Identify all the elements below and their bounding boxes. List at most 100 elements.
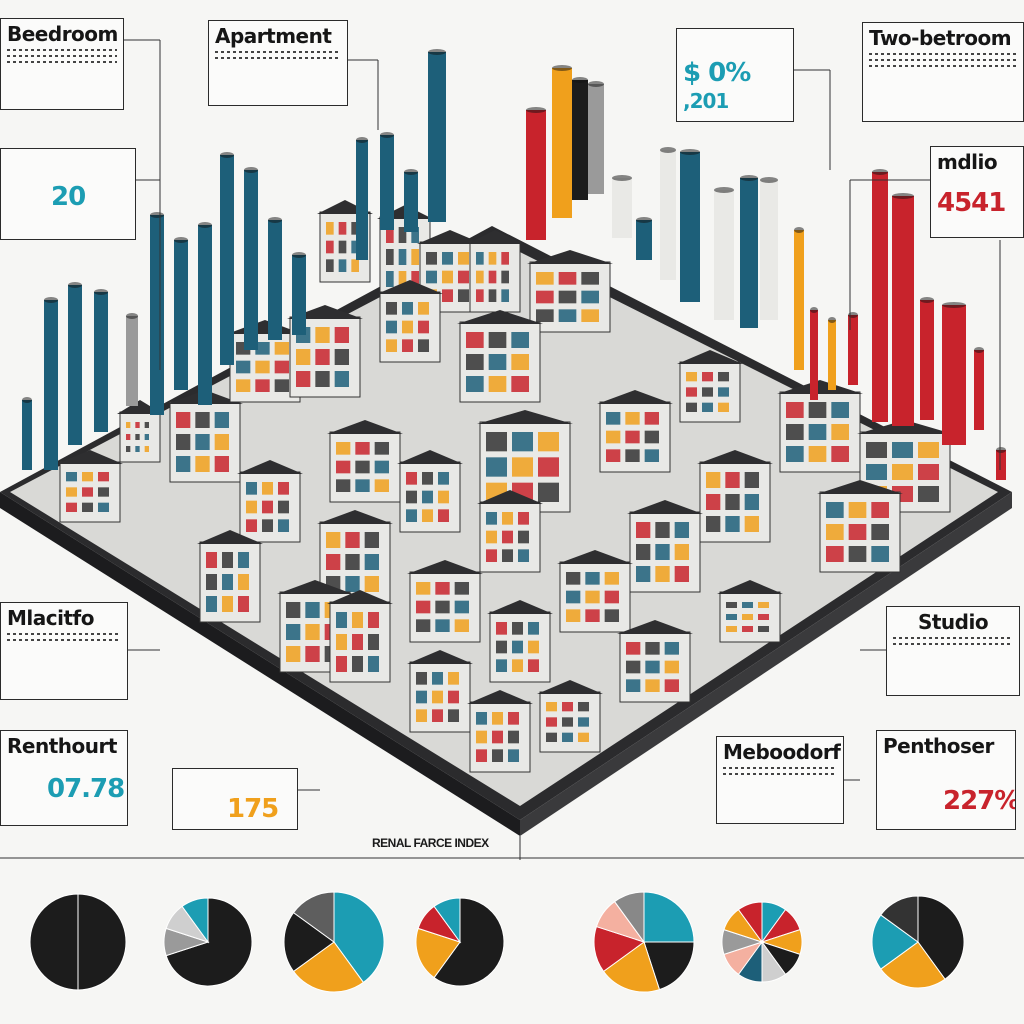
bar-column — [150, 212, 164, 415]
building — [537, 680, 603, 753]
card-title: Penthoser — [883, 734, 994, 758]
building — [717, 580, 783, 643]
pie-charts — [29, 891, 965, 993]
leader-lines — [0, 39, 1024, 860]
footer-title: RENAL FARCE INDEX — [372, 836, 489, 850]
building — [477, 410, 573, 513]
bar-column — [268, 217, 282, 340]
pie-slice — [333, 891, 385, 984]
pie-slice — [181, 897, 209, 944]
divider — [723, 767, 837, 769]
building — [817, 480, 903, 573]
bar-column — [68, 282, 82, 445]
bar-column — [588, 81, 604, 194]
bar-column — [974, 347, 984, 430]
bar-column — [552, 65, 572, 218]
divider — [7, 61, 117, 63]
building — [327, 420, 403, 503]
pie-slice — [433, 897, 461, 944]
bar-columns — [22, 49, 1006, 480]
building — [697, 450, 773, 543]
bar-column — [428, 49, 446, 222]
building — [327, 590, 393, 683]
two-bedroom-card: Two-betroom — [862, 22, 1024, 122]
mdlio-card: mdlio 4541 — [930, 146, 1024, 238]
building — [467, 230, 523, 313]
building — [557, 550, 633, 633]
divider — [215, 51, 341, 53]
divider — [7, 633, 121, 635]
pie-chart — [593, 891, 695, 993]
building — [617, 620, 693, 703]
bar-column — [404, 169, 418, 232]
pie-slice — [292, 941, 365, 993]
card-value: 4541 — [937, 188, 1006, 218]
building — [317, 510, 393, 603]
apartment-card: Apartment — [208, 20, 348, 106]
building — [237, 460, 303, 543]
building — [597, 390, 673, 473]
card-value: 227% — [943, 786, 1016, 816]
pie-chart — [163, 897, 253, 987]
card-title: Renthourt — [7, 734, 117, 758]
left-value-card: 20 — [0, 148, 136, 240]
building — [627, 500, 703, 593]
pie-slice — [613, 891, 645, 944]
bar-column — [244, 167, 258, 350]
divider — [215, 57, 341, 59]
bar-column — [198, 222, 212, 405]
pie-chart — [415, 897, 505, 987]
bar-column — [660, 147, 676, 280]
bar-column — [714, 187, 734, 320]
building — [397, 450, 463, 533]
bar-column — [612, 175, 632, 238]
mid-bottom-card: 175 — [172, 768, 298, 830]
building-cluster — [57, 200, 953, 773]
pie-chart — [871, 895, 965, 989]
bar-column — [996, 447, 1006, 480]
divider — [7, 55, 117, 57]
divider — [723, 773, 837, 775]
renthourt-card: Renthourt 07.78 — [0, 730, 128, 826]
building — [467, 690, 533, 773]
penthoser-card: Penthoser 227% — [876, 730, 1016, 830]
building — [287, 305, 363, 398]
card-title: Two-betroom — [869, 26, 1012, 50]
bar-column — [810, 307, 818, 400]
building — [777, 380, 863, 473]
card-title: Mlacitfo — [7, 606, 94, 630]
bar-column — [292, 252, 306, 335]
building — [407, 560, 483, 643]
bedroom-card: Beedroom — [0, 18, 124, 110]
pie-slice — [880, 941, 946, 989]
divider — [893, 643, 1013, 645]
bar-column — [942, 302, 966, 445]
meboodorf-card: Meboodorf — [716, 736, 844, 824]
divider — [869, 53, 1017, 55]
bar-column — [94, 289, 108, 432]
building — [457, 310, 543, 403]
bar-column — [356, 137, 368, 260]
building — [197, 530, 263, 623]
pie-slice — [29, 893, 79, 991]
divider — [893, 637, 1013, 639]
pie-slice — [292, 891, 335, 943]
bar-column — [920, 297, 934, 420]
card-value: 175 — [227, 794, 279, 824]
bar-column — [126, 313, 138, 406]
bar-column — [22, 397, 32, 470]
building — [527, 250, 613, 333]
card-title: Meboodorf — [723, 740, 841, 764]
building — [477, 490, 543, 573]
pie-slice — [602, 941, 661, 993]
card-value: 20 — [51, 182, 86, 212]
pie-chart — [721, 901, 803, 983]
bar-column — [794, 227, 804, 370]
divider — [869, 59, 1017, 61]
bar-column — [680, 149, 700, 302]
pie-slice — [643, 891, 695, 943]
pie-slice — [871, 914, 919, 970]
pie-slice — [917, 895, 965, 980]
apartment-pct-card: $ 0% ,201 — [676, 28, 794, 122]
